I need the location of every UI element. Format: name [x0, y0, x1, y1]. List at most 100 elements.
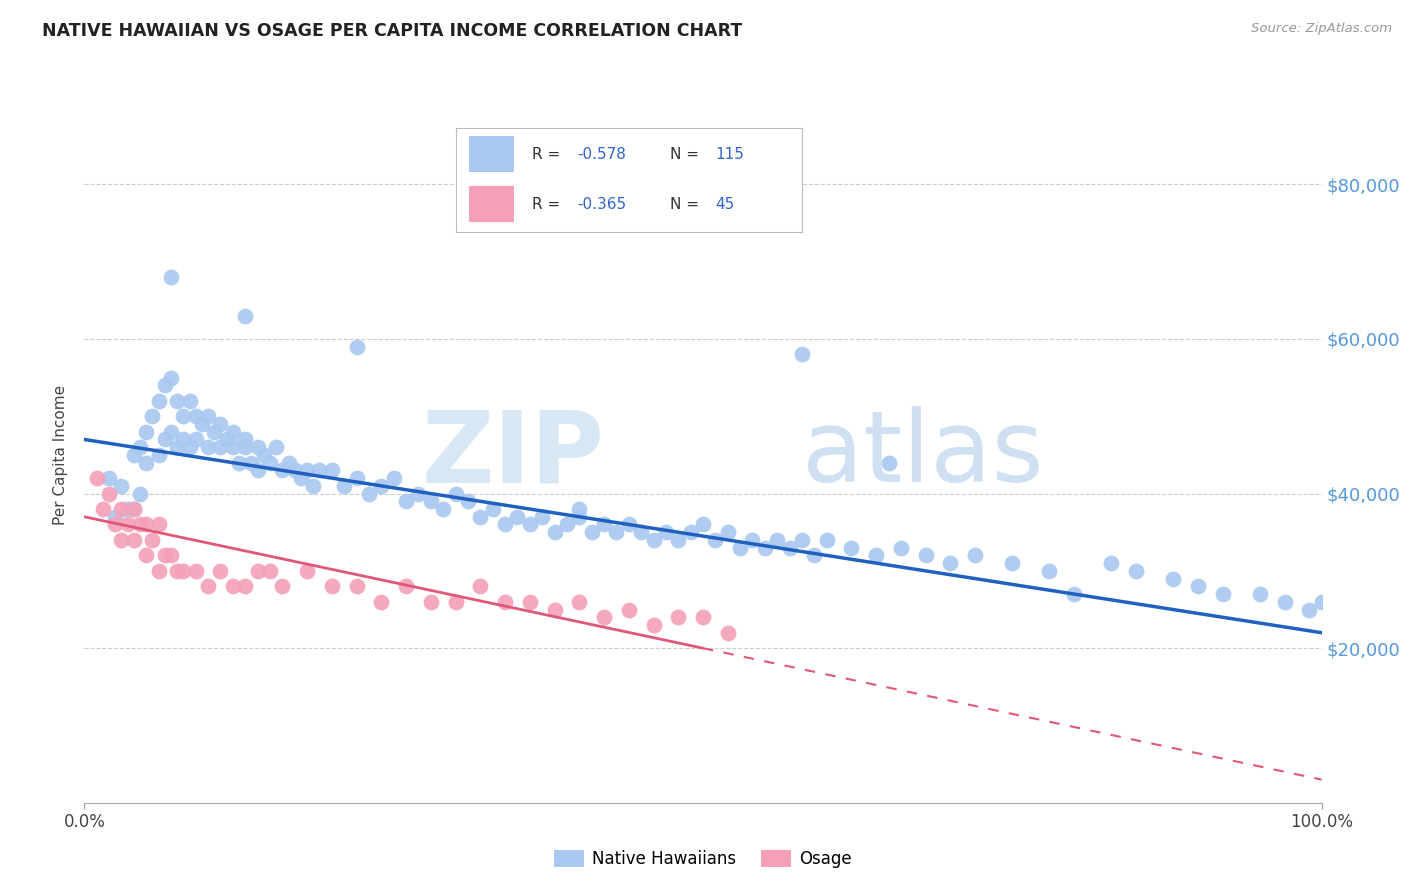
Point [666, 533, 689, 547]
Point [271, 579, 294, 593]
Point [643, 533, 665, 547]
Point [568, 595, 591, 609]
Point [141, 409, 163, 424]
Point [104, 517, 127, 532]
Point [233, 440, 256, 454]
Point [1161, 572, 1184, 586]
Point [117, 517, 139, 532]
Point [679, 525, 702, 540]
Point [692, 610, 714, 624]
Point [790, 347, 813, 361]
Point [259, 564, 281, 578]
Point [1212, 587, 1234, 601]
Point [346, 471, 368, 485]
Point [1298, 602, 1320, 616]
Point [98, 486, 121, 500]
Point [233, 579, 256, 593]
Point [766, 533, 789, 547]
Point [166, 440, 188, 454]
Point [1310, 595, 1333, 609]
Text: Source: ZipAtlas.com: Source: ZipAtlas.com [1251, 22, 1392, 36]
Point [179, 393, 201, 408]
Point [841, 541, 863, 555]
Point [914, 549, 936, 563]
Point [666, 610, 689, 624]
Point [1063, 587, 1085, 601]
Text: ZIP: ZIP [422, 407, 605, 503]
Point [617, 517, 640, 532]
Text: R =: R = [531, 146, 565, 161]
Point [419, 595, 441, 609]
Point [246, 564, 269, 578]
Point [86, 471, 108, 485]
Legend: Native Hawaiians, Osage: Native Hawaiians, Osage [547, 843, 859, 875]
Point [253, 448, 276, 462]
Point [754, 541, 776, 555]
Point [184, 564, 207, 578]
Y-axis label: Per Capita Income: Per Capita Income [53, 384, 69, 525]
Point [271, 463, 294, 477]
Point [264, 440, 287, 454]
Point [302, 479, 325, 493]
Point [965, 549, 987, 563]
Point [494, 595, 516, 609]
Point [135, 517, 157, 532]
Point [1125, 564, 1147, 578]
Point [444, 486, 467, 500]
Text: R =: R = [531, 196, 565, 211]
Point [803, 549, 825, 563]
Point [357, 486, 380, 500]
Point [419, 494, 441, 508]
Point [202, 425, 225, 439]
Text: N =: N = [671, 146, 704, 161]
Point [890, 541, 912, 555]
Point [741, 533, 763, 547]
Text: -0.365: -0.365 [576, 196, 626, 211]
Point [457, 494, 479, 508]
Point [110, 479, 132, 493]
Point [444, 595, 467, 609]
Point [160, 270, 183, 285]
Point [470, 579, 492, 593]
Point [865, 549, 887, 563]
Point [531, 509, 554, 524]
Point [605, 525, 627, 540]
Point [395, 494, 418, 508]
Point [246, 440, 269, 454]
Point [717, 625, 740, 640]
Point [228, 456, 250, 470]
Point [153, 378, 176, 392]
Point [728, 541, 751, 555]
Point [481, 502, 503, 516]
Text: -0.578: -0.578 [576, 146, 626, 161]
Point [135, 456, 157, 470]
Point [543, 525, 565, 540]
Point [160, 370, 183, 384]
Point [277, 456, 299, 470]
Point [877, 456, 900, 470]
Point [141, 533, 163, 547]
Point [129, 517, 152, 532]
Point [222, 440, 245, 454]
Point [543, 602, 565, 616]
Point [209, 564, 232, 578]
Point [197, 409, 219, 424]
Point [148, 448, 170, 462]
Point [215, 433, 238, 447]
Point [209, 440, 232, 454]
Point [655, 525, 678, 540]
Point [222, 425, 245, 439]
Point [717, 525, 740, 540]
Point [122, 448, 145, 462]
Text: NATIVE HAWAIIAN VS OSAGE PER CAPITA INCOME CORRELATION CHART: NATIVE HAWAIIAN VS OSAGE PER CAPITA INCO… [42, 22, 742, 40]
Point [790, 533, 813, 547]
Point [815, 533, 838, 547]
FancyBboxPatch shape [470, 136, 515, 172]
Point [284, 463, 307, 477]
Point [259, 456, 281, 470]
Point [179, 440, 201, 454]
Point [1249, 587, 1271, 601]
Point [129, 440, 152, 454]
Point [581, 525, 603, 540]
Text: 115: 115 [716, 146, 744, 161]
